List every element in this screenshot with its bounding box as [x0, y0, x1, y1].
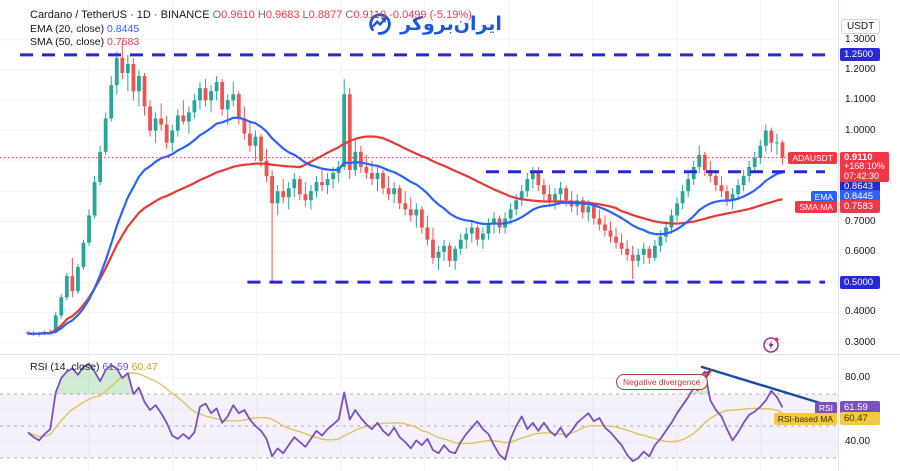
- rsi-tick-label: 40.00: [845, 436, 871, 447]
- sma-line: [27, 135, 783, 336]
- rsi-ma-name-badge: RSI-based MA: [773, 413, 837, 426]
- rsi-chart[interactable]: [0, 356, 838, 471]
- rsi-tick-label: 80.00: [845, 372, 871, 383]
- price-tick-label: 0.6000: [845, 245, 876, 257]
- price-tick-label: 1.1000: [845, 94, 876, 106]
- currency-toggle-button[interactable]: USDT: [841, 19, 881, 34]
- rsi-line: [27, 362, 784, 463]
- sma-legend[interactable]: SMA (50, close) 0.7583: [30, 36, 139, 48]
- sma-value-badge: 0.7583: [840, 200, 880, 213]
- symbol-title: Cardano / TetherUS · 1D · BINANCE: [30, 9, 210, 21]
- level-lines: [20, 53, 825, 284]
- candles-layer: [26, 41, 785, 337]
- rsi-band: [0, 394, 838, 458]
- rsi-value: 61.59: [102, 361, 129, 373]
- ema-name-badge: EMA: [810, 191, 837, 203]
- rsi-label: RSI (14, close): [30, 361, 100, 373]
- brand-trend-icon: [369, 13, 391, 35]
- ema-value: 0.8445: [107, 23, 140, 35]
- ema-legend[interactable]: EMA (20, close) 0.8445: [30, 23, 139, 35]
- sma-name-badge: SMA:MA: [795, 201, 837, 213]
- price-tick-label: 1.0000: [845, 124, 876, 136]
- ema-line: [27, 116, 783, 335]
- close-value: 0.9110: [353, 9, 387, 21]
- low-label: L: [302, 9, 309, 21]
- level-price-badge: 1.2500: [840, 48, 880, 62]
- ema-label: EMA (20, close): [30, 23, 105, 35]
- panel-separator[interactable]: [0, 354, 900, 355]
- rsi-value-badge: 61.59: [840, 400, 880, 414]
- rsi-name-badge: RSI: [814, 401, 837, 414]
- sma-label: SMA (50, close): [30, 36, 105, 48]
- divergence-trendline: [700, 365, 822, 405]
- rsi-ma-value: 60.47: [131, 361, 158, 373]
- rsi-legend[interactable]: RSI (14, close) 61.59 60.47: [30, 361, 158, 373]
- high-value: 0.9683: [265, 9, 300, 21]
- high-label: H: [257, 9, 266, 21]
- brand-text: ایران‌بروکر: [400, 13, 502, 35]
- open-value: 0.9610: [221, 9, 255, 21]
- price-tick-label: 1.3000: [845, 33, 876, 45]
- last-price-badge: 0.9110 +168.10% 07:42:30: [840, 151, 889, 183]
- price-axis-border: [838, 0, 839, 471]
- price-tick-label: 0.3000: [845, 336, 876, 348]
- rsi-ma-line: [27, 372, 783, 445]
- open-label: O: [212, 9, 222, 21]
- divergence-annotation-label[interactable]: Negative divergence: [616, 374, 708, 390]
- rsi-ma-value-badge: 60.47: [840, 412, 880, 426]
- broker-logo: ایران‌بروکر: [366, 9, 536, 39]
- sma-value: 0.7583: [107, 36, 140, 48]
- price-tick-label: 1.2000: [845, 64, 876, 75]
- flash-boost-icon[interactable]: [762, 336, 780, 354]
- symbol-legend[interactable]: Cardano / TetherUS · 1D · BINANCE O0.961…: [30, 9, 472, 21]
- level-price-badge: 0.5000: [840, 275, 880, 289]
- change-value: -0.0499 (-5.19%): [389, 9, 472, 21]
- price-grid-layer: [0, 0, 838, 354]
- price-tick-label: 0.7000: [845, 215, 876, 227]
- ema-value-badge: 0.8445: [840, 190, 880, 203]
- symbol-name-badge: ADAUSDT: [788, 152, 837, 165]
- low-value: 0.8877: [308, 9, 343, 21]
- price-tick-label: 0.4000: [845, 306, 876, 318]
- price-chart[interactable]: [0, 0, 838, 354]
- close-label: C: [345, 9, 354, 21]
- level-price-badge: 0.8643: [840, 179, 880, 193]
